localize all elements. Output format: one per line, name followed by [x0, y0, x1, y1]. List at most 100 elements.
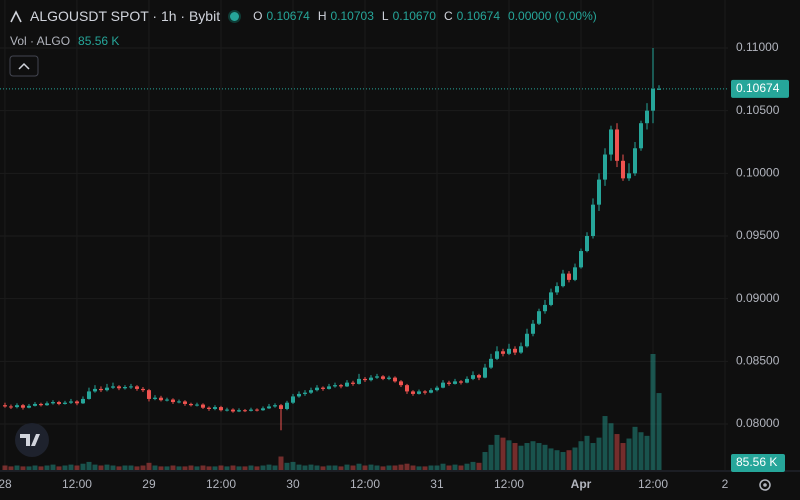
volume-bar — [146, 462, 152, 470]
volume-bar — [104, 464, 110, 470]
candle-body — [530, 323, 535, 334]
volume-bar — [74, 465, 80, 470]
volume-bar — [188, 465, 194, 470]
candle-body — [458, 381, 463, 383]
y-tick-label: 0.10500 — [736, 103, 780, 117]
volume-bar — [140, 465, 146, 470]
candle-body — [92, 388, 97, 392]
volume-bar — [410, 465, 416, 470]
volume-bar — [260, 465, 266, 470]
volume-bar — [314, 465, 320, 470]
candle-body — [86, 391, 91, 399]
candle-body — [464, 378, 469, 383]
candle-body — [236, 410, 241, 412]
volume-bar — [524, 443, 530, 470]
x-tick-label: 12:00 — [350, 477, 380, 491]
candle-body — [404, 385, 409, 392]
candle-body — [32, 403, 37, 406]
collapse-button[interactable] — [9, 55, 39, 77]
volume-bar — [32, 465, 38, 470]
volume-bar — [8, 466, 14, 470]
candle-body — [476, 375, 481, 378]
symbol: ALGOUSDT SPOT · 1h · Bybit — [30, 8, 221, 24]
candle-body — [272, 405, 277, 407]
candle-body — [140, 388, 145, 391]
volume-bar — [488, 444, 494, 470]
volume-bar — [452, 464, 458, 470]
candle-body — [614, 129, 619, 161]
candle-body — [254, 409, 259, 411]
candle-body — [338, 385, 343, 387]
volume-bar — [332, 465, 338, 470]
volume-bar — [434, 465, 440, 470]
volume-bar — [440, 463, 446, 470]
volume-bar — [44, 465, 50, 470]
volume-bar — [560, 452, 566, 470]
volume-bar — [344, 464, 350, 470]
candle-body — [368, 377, 373, 381]
candle-body — [560, 273, 565, 287]
volume-bar — [578, 441, 584, 470]
candle-body — [554, 286, 559, 293]
volume-bar — [518, 445, 524, 470]
volume-bar — [572, 447, 578, 470]
change: 0.00000 (0.00%) — [508, 9, 597, 23]
candle-body — [122, 387, 127, 389]
candle-body — [518, 346, 523, 353]
volume-bar — [62, 465, 68, 470]
volume-bar — [428, 465, 434, 470]
volume-bar — [374, 465, 380, 470]
volume-bar — [530, 441, 536, 470]
volume-pane — [2, 354, 662, 470]
volume-bar — [14, 465, 20, 470]
volume-bar — [470, 461, 476, 470]
x-tick-label: 30 — [286, 477, 300, 491]
volume-bar — [350, 465, 356, 470]
candle-body — [632, 148, 637, 174]
candle-body — [446, 382, 451, 384]
volume-bar — [86, 461, 92, 470]
volume-bar — [92, 464, 98, 470]
axes: 0.08000 0.08500 0.09000 0.09500 0.10000 0.105… — [0, 40, 789, 491]
candle-body — [158, 397, 163, 401]
candle-body — [20, 405, 25, 408]
candle-body — [14, 405, 19, 408]
volume-bar — [458, 465, 464, 470]
volume-bar — [236, 466, 242, 470]
candle-body — [206, 407, 211, 409]
volume-bar — [296, 464, 302, 470]
volume-bar — [506, 440, 512, 470]
y-tick-label: 0.09500 — [736, 228, 780, 242]
candle-body — [482, 367, 487, 378]
x-tick-label: 31 — [430, 477, 444, 491]
candle-body — [428, 390, 433, 393]
x-tick-label: 2 — [722, 477, 729, 491]
candle-body — [434, 387, 439, 391]
candle-body — [626, 173, 631, 179]
volume-bar — [176, 466, 182, 470]
candle-body — [416, 391, 421, 394]
volume-bar — [416, 466, 422, 470]
volume-bar — [632, 426, 638, 470]
volume-bar — [614, 434, 620, 470]
volume-axis-label: 85.56 K — [736, 455, 777, 469]
y-tick-label: 0.08500 — [736, 354, 780, 368]
volume-bar — [380, 466, 386, 470]
volume-bar — [26, 466, 32, 470]
x-tick-label: 12:00 — [638, 477, 668, 491]
o-key: O — [253, 9, 263, 23]
candle-body — [98, 388, 103, 391]
candle-body — [644, 110, 649, 124]
candle-body — [278, 405, 283, 409]
volume-bar — [536, 443, 542, 470]
candle-body — [584, 236, 589, 252]
candle-body — [248, 409, 253, 411]
candle-body — [578, 251, 583, 268]
settings-icon[interactable] — [759, 479, 771, 491]
volume-bar — [602, 416, 608, 470]
candle-body — [512, 348, 517, 353]
grid — [0, 0, 728, 470]
candle-body — [362, 378, 367, 381]
x-tick-label: Apr — [571, 477, 592, 491]
candle-body — [638, 123, 643, 149]
